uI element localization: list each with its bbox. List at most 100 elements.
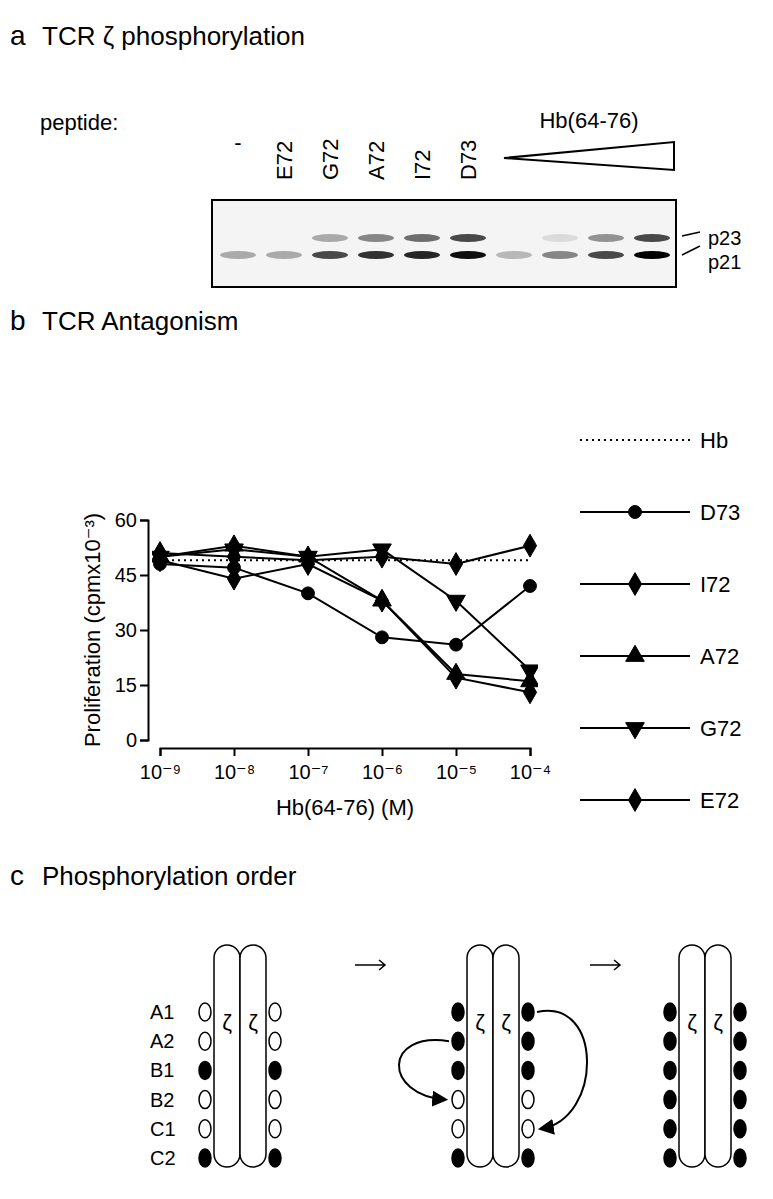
- legend-marker: [626, 723, 645, 739]
- series-line: [160, 546, 530, 564]
- site-label: B2: [150, 1089, 174, 1111]
- series-marker: [376, 631, 389, 644]
- tick-mark: [140, 520, 148, 522]
- y-axis: 0 15 30 45 60: [115, 509, 149, 751]
- state-diagram: ζζ: [452, 945, 534, 1167]
- series-line: [160, 549, 530, 670]
- band: [542, 234, 578, 242]
- series-marker: [521, 665, 538, 681]
- zeta-chain: [679, 945, 705, 1167]
- band: [634, 234, 670, 242]
- titration-label: Hb(64-76): [539, 108, 638, 133]
- site: [269, 1149, 281, 1167]
- x-tick: 10⁻⁵: [436, 748, 477, 783]
- legend-label: G72: [700, 716, 742, 741]
- site: [269, 1003, 281, 1021]
- site: [522, 1032, 534, 1050]
- site: [199, 1149, 211, 1167]
- tick-label: 10⁻⁵: [436, 761, 477, 783]
- legend-label: E72: [700, 788, 739, 813]
- site-label: A2: [150, 1030, 174, 1052]
- site: [664, 1032, 676, 1050]
- chain-label: ζ: [248, 1010, 258, 1035]
- panel-label: c: [10, 860, 24, 891]
- series-line: [160, 560, 530, 692]
- tick-label: 10⁻⁶: [362, 761, 403, 783]
- state-diagram: ζζ: [199, 945, 281, 1167]
- band-label: p23: [708, 227, 741, 249]
- peptide-label: peptide:: [40, 110, 118, 135]
- band: [450, 251, 486, 259]
- band: [450, 234, 486, 242]
- axis-line: [140, 521, 149, 741]
- band: [404, 251, 440, 259]
- series-marker: [373, 590, 392, 606]
- step-arrow: [590, 960, 620, 970]
- site: [199, 1091, 211, 1109]
- tick-label: 60: [115, 509, 137, 531]
- y-axis-title: Proliferation (cpmx10⁻³): [80, 513, 105, 747]
- chain-label: ζ: [687, 1010, 697, 1035]
- chain-label: ζ: [501, 1010, 511, 1035]
- step-arrow: [355, 960, 385, 970]
- panel-title: Phosphorylation order: [42, 861, 297, 891]
- site: [199, 1003, 211, 1021]
- tick-label: 0: [126, 729, 137, 751]
- tick-label: 10⁻⁹: [140, 761, 181, 783]
- tick-label: 15: [115, 674, 137, 696]
- x-axis-title: Hb(64-76) (M): [276, 795, 414, 820]
- tick-label: 10⁻⁸: [214, 761, 255, 783]
- site: [269, 1091, 281, 1109]
- site: [522, 1120, 534, 1138]
- series-marker: [301, 549, 314, 572]
- site: [734, 1149, 746, 1167]
- figure: aTCR ζ phosphorylationpeptide:-E72G72A72…: [0, 0, 773, 1199]
- x-axis: 10⁻⁹10⁻⁸10⁻⁷10⁻⁶10⁻⁵10⁻⁴: [140, 748, 551, 783]
- legend: HbD73I72A72G72E72: [580, 428, 742, 813]
- titration-wedge: [504, 142, 674, 170]
- y-tick: 30: [115, 619, 148, 641]
- tick-mark: [140, 630, 148, 632]
- tick-mark: [140, 740, 148, 742]
- legend-line: [580, 439, 690, 441]
- series-line: [160, 546, 530, 682]
- site: [269, 1032, 281, 1050]
- site: [734, 1091, 746, 1109]
- site-label: B1: [150, 1059, 174, 1081]
- legend-marker: [629, 506, 642, 519]
- y-tick: 45: [115, 564, 148, 586]
- series-marker: [449, 553, 462, 576]
- band: [588, 251, 624, 259]
- chain-label: ζ: [475, 1010, 485, 1035]
- lane-label: E72: [272, 141, 297, 180]
- tick-mark: [530, 748, 532, 756]
- site: [269, 1061, 281, 1079]
- zeta-chain: [214, 945, 240, 1167]
- panel-label: a: [10, 20, 26, 51]
- panel-title: TCR Antagonism: [42, 306, 239, 336]
- tick-label: 45: [115, 564, 137, 586]
- zeta-chain: [240, 945, 266, 1167]
- x-tick: 10⁻⁶: [362, 748, 403, 783]
- series-marker: [447, 595, 466, 611]
- panel-c: cPhosphorylation orderA1A2B1B2C1C2ζζζζζζ: [10, 860, 746, 1169]
- band-pointer: [682, 232, 700, 236]
- panel-label: b: [10, 305, 26, 336]
- site: [452, 1032, 464, 1050]
- x-tick: 10⁻⁷: [288, 748, 328, 783]
- site: [452, 1061, 464, 1079]
- series-marker: [227, 567, 240, 590]
- band: [588, 234, 624, 242]
- site: [734, 1003, 746, 1021]
- site: [199, 1061, 211, 1079]
- legend-marker: [626, 645, 645, 661]
- band: [312, 234, 348, 242]
- tick-mark: [456, 748, 458, 756]
- site: [452, 1120, 464, 1138]
- site: [522, 1149, 534, 1167]
- series-marker: [153, 542, 166, 565]
- panel-title: TCR ζ phosphorylation: [42, 21, 305, 51]
- x-tick: 10⁻⁸: [214, 748, 255, 783]
- site: [269, 1120, 281, 1138]
- zeta-chain: [493, 945, 519, 1167]
